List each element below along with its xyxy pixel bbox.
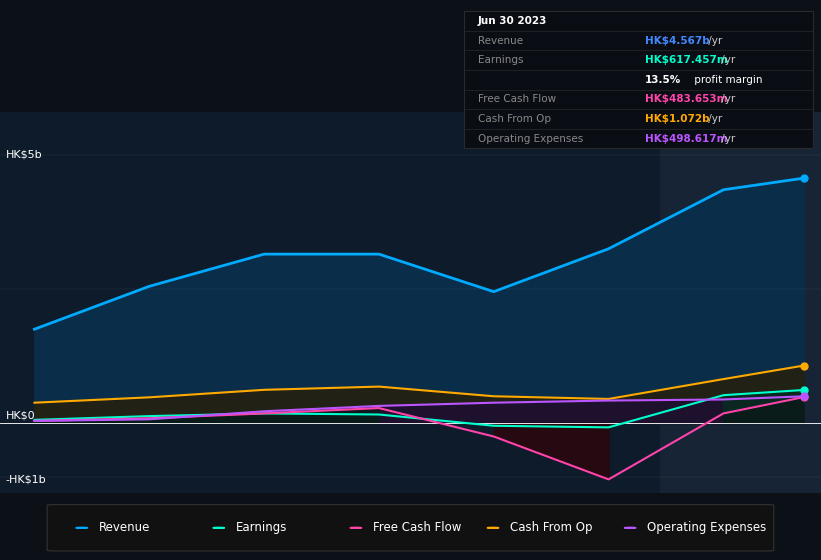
Text: Jun 30 2023: Jun 30 2023 (478, 16, 548, 26)
Text: /yr: /yr (718, 95, 736, 104)
Text: HK$617.457m: HK$617.457m (645, 55, 728, 65)
Text: Revenue: Revenue (99, 521, 150, 534)
Text: /yr: /yr (705, 114, 722, 124)
Text: /yr: /yr (718, 55, 736, 65)
Text: HK$4.567b: HK$4.567b (645, 36, 710, 45)
Text: Earnings: Earnings (236, 521, 287, 534)
Text: Earnings: Earnings (478, 55, 523, 65)
Bar (660, 112, 821, 493)
Text: Free Cash Flow: Free Cash Flow (478, 95, 556, 104)
Text: HK$483.653m: HK$483.653m (645, 95, 727, 104)
Text: /yr: /yr (705, 36, 722, 45)
Text: HK$1.072b: HK$1.072b (645, 114, 710, 124)
FancyBboxPatch shape (47, 505, 774, 551)
Text: -HK$1b: -HK$1b (6, 474, 46, 484)
Text: HK$5b: HK$5b (6, 150, 43, 160)
Text: Operating Expenses: Operating Expenses (648, 521, 767, 534)
Text: profit margin: profit margin (690, 75, 762, 85)
Text: Cash From Op: Cash From Op (511, 521, 593, 534)
Text: Cash From Op: Cash From Op (478, 114, 551, 124)
Text: Free Cash Flow: Free Cash Flow (373, 521, 461, 534)
Text: Revenue: Revenue (478, 36, 523, 45)
Text: HK$0: HK$0 (6, 411, 35, 421)
Text: HK$498.617m: HK$498.617m (645, 134, 727, 143)
Text: 13.5%: 13.5% (645, 75, 681, 85)
Text: /yr: /yr (718, 134, 736, 143)
Text: Operating Expenses: Operating Expenses (478, 134, 583, 143)
